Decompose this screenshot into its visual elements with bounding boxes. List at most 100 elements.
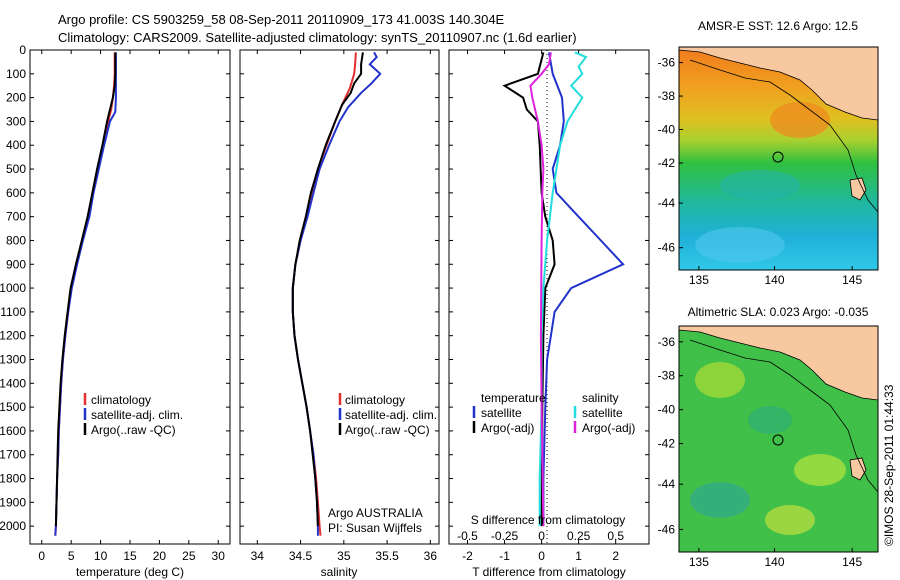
difference-xlabel-top: S difference from climatology <box>471 513 626 527</box>
x-tick-label: 35.5 <box>375 549 399 563</box>
depth-tick-label: 600 <box>6 186 26 200</box>
map-lon-label: 140 <box>765 555 785 569</box>
legend-label-temp-satellite: satellite <box>481 406 522 420</box>
map-lat-label: -42 <box>658 156 676 170</box>
depth-tick-label: 1900 <box>0 495 26 509</box>
depth-tick-label: 0 <box>19 43 26 57</box>
sst-float-marker <box>772 151 784 163</box>
map-lat-label: -38 <box>658 369 676 383</box>
salinity-xlabel: salinity <box>321 565 358 579</box>
depth-tick-label: 1400 <box>0 376 26 390</box>
sst-cool-patch <box>720 170 800 200</box>
x-tick-label: 10 <box>94 549 108 563</box>
x-tick-label: 34.5 <box>289 549 313 563</box>
legend-temperature: climatology satellite-adj. clim. Argo(..… <box>83 393 183 437</box>
x-tick-label: 34 <box>251 549 265 563</box>
depth-axis: 0 100 200 300 400 500 600 700 800 900 1000 1100 1200… <box>0 43 649 533</box>
depth-tick-label: 300 <box>6 114 26 128</box>
legend-label-argo: Argo(..raw -QC) <box>91 423 176 437</box>
depth-tick-label: 700 <box>6 210 26 224</box>
map-lon-label: 145 <box>842 555 862 569</box>
salinity-x-axis: 34 34.5 35 35.5 36 <box>251 50 438 563</box>
legend-difference: temperature satellite Argo(-adj) salinit… <box>472 391 635 435</box>
map-lon-label: 135 <box>689 273 709 287</box>
legend-label-sal-satellite: satellite <box>582 406 623 420</box>
x-tick-label: 5 <box>68 549 75 563</box>
series-line-salinity-argo-adj- <box>529 52 552 527</box>
s-diff-tick-label: -0.5 <box>457 529 478 543</box>
depth-tick-label: 1300 <box>0 352 26 366</box>
depth-tick-label: 1700 <box>0 448 26 462</box>
map-lat-label: -46 <box>658 241 676 255</box>
s-diff-tick-label: 0.25 <box>567 529 591 543</box>
sla-tasmania <box>849 457 867 481</box>
x-tick-label: 15 <box>123 549 137 563</box>
series-line-climatology <box>291 52 357 536</box>
depth-tick-label: 800 <box>6 233 26 247</box>
series-line-argo-raw-qc- <box>291 52 364 527</box>
temperature-x-axis: 0 5 10 15 20 25 30 <box>38 50 225 563</box>
imos-stamp: ©IMOS 28-Sep-2011 01:44:33 <box>882 384 896 546</box>
depth-tick-label: 200 <box>6 91 26 105</box>
depth-tick-label: 1800 <box>0 472 26 486</box>
s-diff-tick-label: -0.25 <box>491 529 519 543</box>
x-tick-label: 30 <box>212 549 226 563</box>
sla-float-marker <box>772 434 784 446</box>
sst-warm-patch <box>770 102 830 138</box>
depth-tick-label: 500 <box>6 162 26 176</box>
sla-patch-5 <box>765 505 815 535</box>
depth-tick-label: 1100 <box>0 305 26 319</box>
x-tick-label: 36 <box>424 549 438 563</box>
map-lon-label: 135 <box>689 555 709 569</box>
map-lat-label: -38 <box>658 89 676 103</box>
legend-label-argo: Argo(..raw -QC) <box>345 423 430 437</box>
x-tick-label: 1 <box>575 549 582 563</box>
x-tick-label: 25 <box>182 549 196 563</box>
sla-map-frame <box>678 325 879 553</box>
x-tick-label: 0 <box>538 549 545 563</box>
map-lat-label: -36 <box>658 335 676 349</box>
series-line-satellite-adj-clim- <box>291 51 382 536</box>
sla-patch-1 <box>695 362 745 398</box>
depth-tick-label: 2000 <box>0 519 26 533</box>
sla-land <box>679 326 878 401</box>
sst-shelf-contour <box>689 59 878 213</box>
depth-tick-label: 1200 <box>0 329 26 343</box>
x-tick-label: 0 <box>38 549 45 563</box>
map-lat-label: -46 <box>658 522 676 536</box>
x-tick-label: -1 <box>499 549 510 563</box>
map-axes: -36 -38 -40 -42 -44 -46 135 140 145 -36 -38 -40 -42 -… <box>658 56 863 569</box>
salinity-panel-frame <box>239 49 440 545</box>
sst-map-frame <box>678 46 879 271</box>
difference-x-axis: -2 -1 0 1 2 -0.5 -0.25 0 0.25 0.5 <box>457 50 624 563</box>
depth-tick-label: 100 <box>6 67 26 81</box>
legend-label-sal-argo: Argo(-adj) <box>582 421 635 435</box>
map-lat-label: -40 <box>658 123 676 137</box>
x-tick-label: 20 <box>153 549 167 563</box>
temperature-panel-frame <box>29 49 231 545</box>
sla-map <box>679 326 878 552</box>
legend-temp-heading: temperature <box>481 391 546 405</box>
series-line-temperature-argo-adj- <box>502 52 556 527</box>
depth-tick-label: 400 <box>6 138 26 152</box>
legend-label-satellite: satellite-adj. clim. <box>91 408 183 422</box>
map-lat-label: -40 <box>658 403 676 417</box>
map-lat-label: -42 <box>658 437 676 451</box>
header-line2: Climatology: CARS2009. Satellite-adjuste… <box>58 30 577 45</box>
sla-map-title: Altimetric SLA: 0.023 Argo: -0.035 <box>688 305 869 319</box>
sla-patch-4 <box>690 482 750 518</box>
profile-lines <box>54 51 625 536</box>
legend-salinity: climatology satellite-adj. clim. Argo(..… <box>338 393 437 437</box>
attribution-line2: PI: Susan Wijffels <box>328 521 422 535</box>
attribution-line1: Argo AUSTRALIA <box>328 506 423 520</box>
map-lon-label: 140 <box>765 273 785 287</box>
s-diff-tick-label: 0.5 <box>607 529 624 543</box>
series-line-temperature-satellite <box>542 52 625 527</box>
legend-label-satellite: satellite-adj. clim. <box>345 408 437 422</box>
x-tick-label: 35 <box>337 549 351 563</box>
s-diff-tick-label: 0 <box>538 529 545 543</box>
depth-tick-label: 1500 <box>0 400 26 414</box>
sst-land <box>679 47 878 121</box>
difference-xlabel: T difference from climatology <box>472 565 626 579</box>
